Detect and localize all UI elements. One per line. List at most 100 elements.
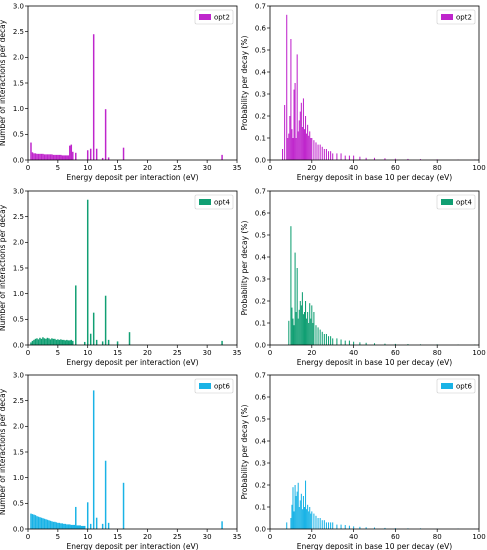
y-tick-label: 0.7	[255, 371, 266, 379]
data-bar	[104, 460, 107, 529]
data-bar	[290, 518, 292, 529]
y-tick-label: 0.5	[13, 131, 24, 139]
data-bar	[288, 320, 290, 345]
data-bar	[69, 340, 71, 345]
data-bar	[303, 507, 306, 529]
y-tick-label: 2.0	[13, 423, 24, 431]
data-bar	[37, 339, 40, 345]
data-bar	[63, 339, 65, 345]
data-bar	[49, 154, 52, 160]
x-tick-label: 40	[349, 349, 358, 357]
data-bar	[66, 524, 68, 529]
x-tick-label: 80	[433, 164, 442, 172]
legend-swatch	[441, 383, 453, 389]
data-bar	[307, 312, 309, 345]
data-bar	[313, 312, 315, 345]
data-bar	[286, 522, 288, 529]
x-tick-label: 0	[26, 349, 30, 357]
data-bar	[394, 528, 396, 529]
data-bar	[340, 339, 342, 345]
legend-swatch	[199, 14, 211, 20]
data-bar	[299, 500, 301, 529]
data-bar	[34, 338, 37, 345]
y-axis-label: Probability per decay (%)	[240, 36, 249, 131]
data-bar	[348, 340, 350, 345]
data-bar	[321, 146, 323, 160]
axes-frame	[27, 5, 238, 161]
data-bar	[328, 336, 330, 345]
data-bar	[311, 138, 313, 160]
y-tick-label: 3.0	[13, 371, 24, 379]
data-bar	[57, 339, 59, 345]
legend-label: opt6	[456, 383, 472, 391]
y-tick-label: 0.0	[13, 525, 24, 533]
legend-label: opt2	[214, 14, 230, 22]
data-bar	[407, 158, 409, 160]
x-tick-label: 100	[472, 164, 485, 172]
data-bar	[107, 157, 110, 160]
data-bar	[317, 327, 319, 345]
data-bar	[34, 153, 37, 160]
data-bar	[70, 339, 73, 345]
data-bar	[52, 154, 55, 160]
x-axis-label: Energy deposit in base 10 per decay (eV)	[297, 542, 453, 550]
x-tick-label: 100	[472, 349, 485, 357]
x-tick-label: 20	[143, 164, 152, 172]
data-bar	[46, 519, 49, 529]
chart-panel-opt6-right: 0 20 40 60 80 100 0.0 0.1 0.2 0.3 0.4 0.5 0.6 0.7 Ener…	[240, 371, 486, 550]
legend: opt2	[436, 9, 476, 25]
y-tick-label: 0.7	[255, 187, 266, 195]
data-bar	[298, 507, 300, 529]
bar-series-opt2	[30, 34, 223, 161]
data-bar	[296, 54, 298, 160]
data-bar	[325, 522, 327, 529]
y-tick-label: 0.5	[255, 46, 266, 54]
y-tick-label: 0.6	[255, 209, 267, 217]
data-bar	[298, 309, 300, 345]
data-bar	[58, 339, 61, 345]
data-bar	[66, 155, 68, 160]
data-bar	[348, 525, 350, 529]
y-tick-label: 3.0	[13, 187, 24, 195]
data-bar	[104, 109, 107, 160]
data-bar	[344, 525, 346, 529]
data-bar	[294, 83, 296, 160]
data-bar	[321, 520, 323, 529]
data-bar	[72, 524, 74, 529]
data-bar	[95, 148, 98, 160]
data-bar	[89, 333, 92, 345]
data-bar	[359, 526, 361, 529]
y-tick-label: 0.5	[13, 316, 24, 324]
bar-series-opt2	[282, 14, 476, 160]
data-bar	[30, 342, 32, 345]
y-tick-label: 1.0	[13, 474, 24, 482]
y-tick-label: 0.0	[13, 341, 24, 349]
data-bar	[89, 523, 92, 529]
data-bar	[61, 155, 64, 160]
y-tick-label: 0.0	[255, 341, 266, 349]
data-bar	[310, 513, 312, 529]
data-bar	[101, 341, 104, 345]
data-bar	[384, 158, 386, 160]
data-bar	[295, 138, 297, 160]
data-bar	[39, 337, 41, 345]
x-tick-label: 60	[391, 349, 400, 357]
x-tick-label: 60	[391, 164, 400, 172]
data-bar	[42, 337, 44, 345]
data-bar	[297, 482, 299, 529]
data-bar	[30, 142, 32, 160]
data-bar	[295, 496, 297, 529]
x-axis-label: Energy deposit per interaction (eV)	[66, 173, 198, 182]
x-tick-label: 60	[391, 533, 400, 541]
data-bar	[323, 149, 325, 160]
x-tick-label: 35	[233, 533, 242, 541]
data-bar	[315, 142, 317, 160]
data-bar	[295, 312, 297, 345]
data-bar	[297, 131, 299, 160]
data-bar	[52, 338, 55, 345]
data-bar	[373, 527, 376, 529]
data-bar	[58, 154, 61, 160]
data-bar	[308, 323, 310, 345]
data-bar	[359, 156, 361, 160]
data-bar	[58, 522, 61, 529]
